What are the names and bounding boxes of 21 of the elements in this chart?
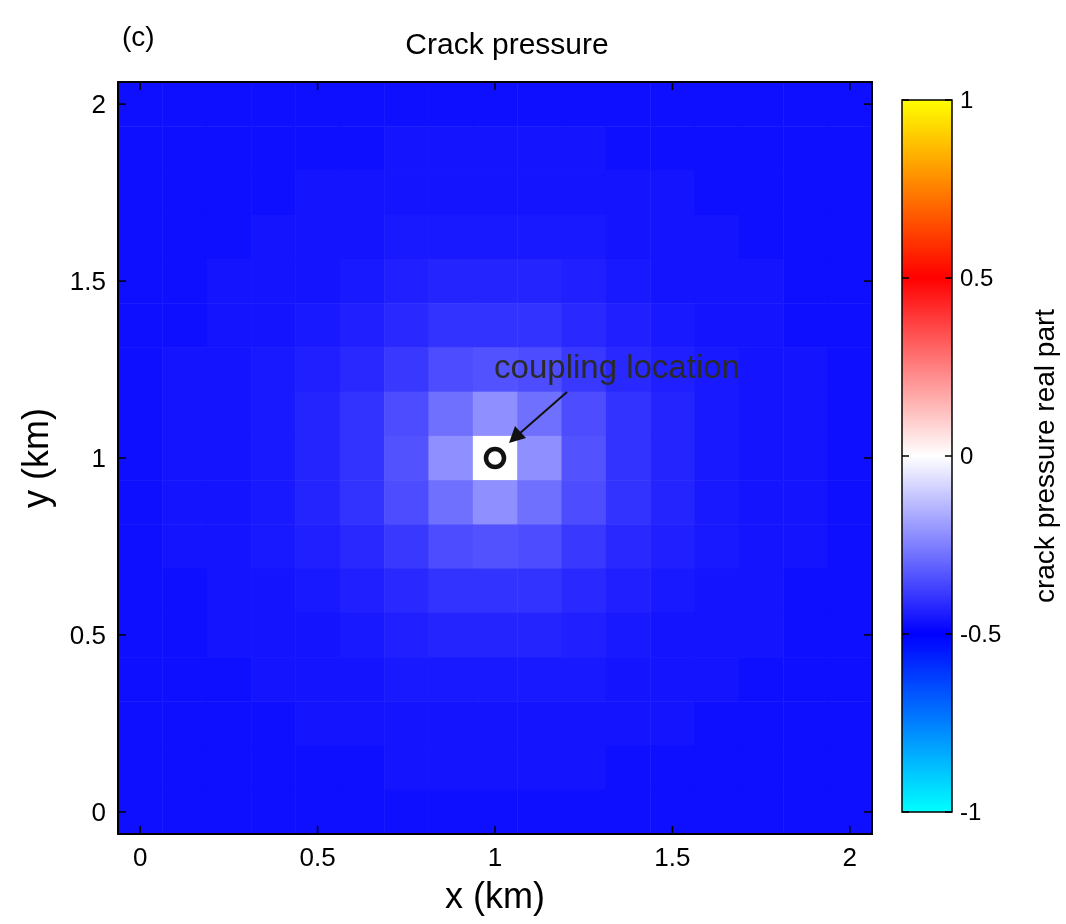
x-tick-label: 1.5 [654,842,691,872]
color-bar-title: crack pressure real part [1029,308,1060,604]
y-tick-label: 0 [91,796,106,827]
color-bar-label: 0 [960,442,974,470]
x-tick-label: 1 [487,842,503,872]
y-tick-label: 1 [91,443,106,474]
color-bar-label: -0.5 [960,620,1002,648]
color-bar-label: -1 [960,798,982,826]
annotation: coupling location [494,348,740,385]
chart-title: Crack pressure [405,27,609,60]
color-bar-label: 0.5 [960,264,994,292]
y-tick-label: 2 [91,89,106,120]
x-tick-label: 0 [132,842,148,872]
y-axis-title: y (km) [15,408,56,508]
y-tick-label: 0.5 [69,620,106,651]
text: (c) [122,21,155,52]
x-tick-label: 2 [842,842,858,872]
x-axis-title: x (km) [445,875,545,916]
color-bar-label: 1 [960,86,974,114]
x-tick-label: 0.5 [299,842,336,872]
y-tick-label: 1.5 [69,266,106,297]
